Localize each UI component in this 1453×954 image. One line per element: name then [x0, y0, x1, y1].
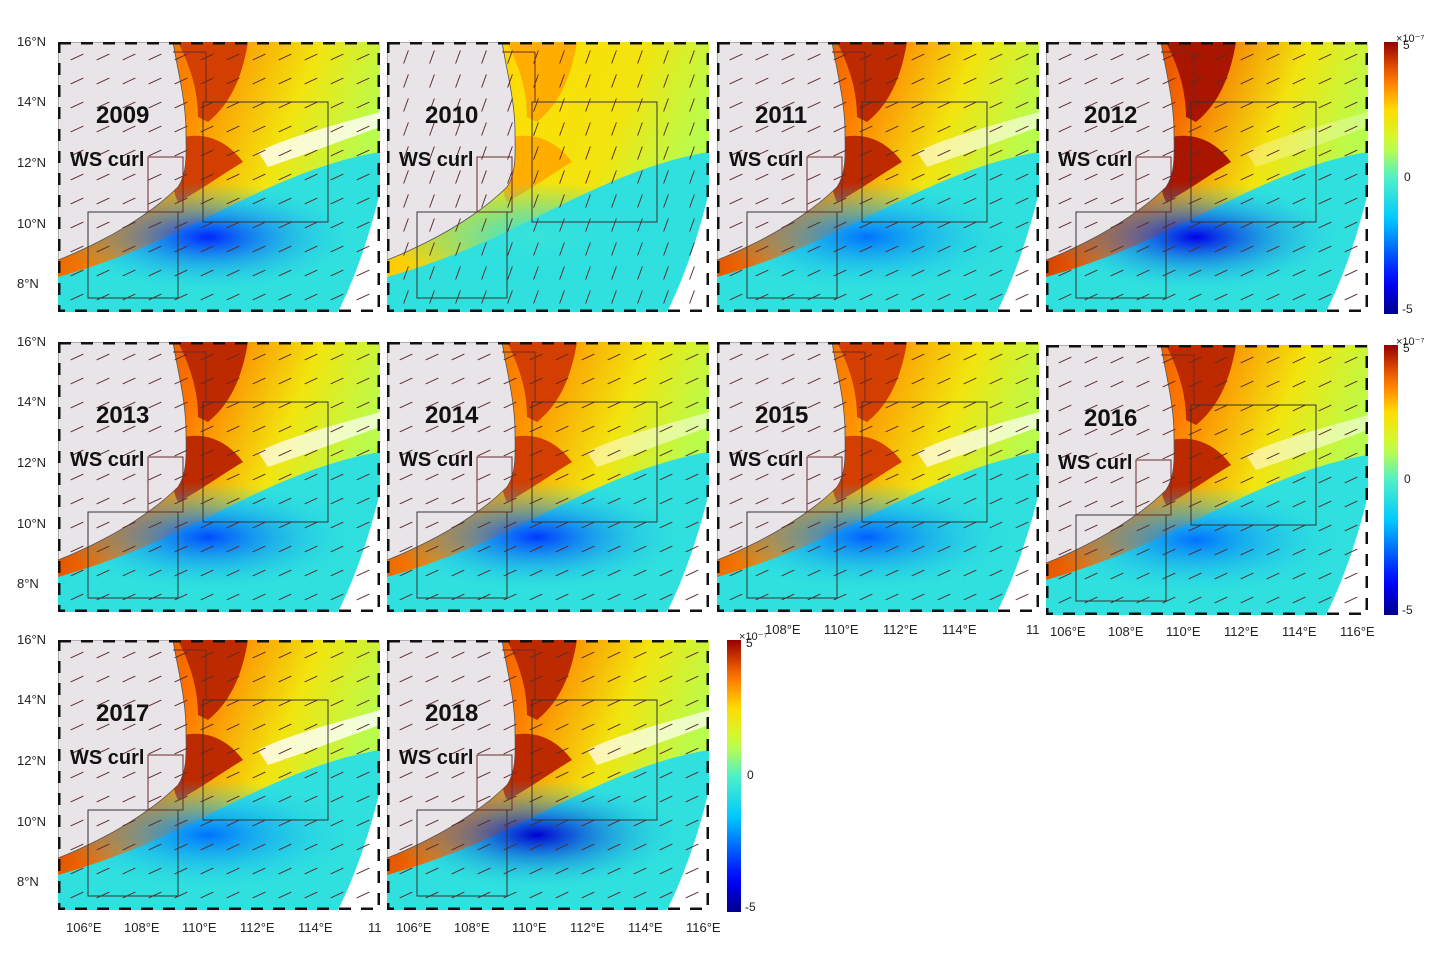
curl-map-2014 [387, 342, 709, 612]
colorbar-exponent: ×10⁻⁷ [739, 631, 768, 643]
lat-label: 8°N [17, 874, 39, 889]
year-label: 2015 [755, 402, 809, 429]
colorbar-max-tick: 5 [1403, 341, 1410, 355]
ws-curl-label: WS curl [399, 149, 474, 171]
year-label: 2011 [755, 102, 808, 129]
lon-label: 112°E [240, 920, 275, 935]
lon-label: 114°E [942, 622, 977, 637]
lat-label: 14°N [17, 94, 47, 109]
lon-label: 106°E [1050, 624, 1086, 639]
map-panel-2012: 2012 WS curl [1046, 42, 1368, 312]
map-panel-2016: 2016 WS curl [1046, 345, 1368, 615]
curl-map-2016 [1046, 345, 1368, 615]
lon-label: 110°E [824, 622, 859, 637]
lon-label: 110°E [182, 920, 217, 935]
lat-label: 14°N [17, 394, 47, 409]
ws-curl-label: WS curl [729, 449, 804, 471]
lon-label: 108°E [454, 920, 490, 935]
lon-label: 108°E [124, 920, 160, 935]
colorbar [1384, 42, 1398, 314]
ws-curl-label: WS curl [70, 747, 145, 769]
lon-label: 106°E [66, 920, 102, 935]
lon-label: 116°E [686, 920, 721, 935]
colorbar-mid-tick: 0 [747, 768, 754, 782]
colorbar-min-tick: -5 [745, 900, 756, 914]
ws-curl-label: WS curl [1058, 149, 1133, 171]
colorbar [1384, 345, 1398, 615]
lat-label: 16°N [17, 34, 47, 49]
curl-map-2010 [387, 42, 709, 312]
ws-curl-label: WS curl [399, 449, 474, 471]
lat-label: 10°N [17, 216, 47, 231]
map-panel-2015: 2015 WS curl [717, 342, 1039, 612]
curl-map-2013 [58, 342, 380, 612]
ws-curl-label: WS curl [729, 149, 804, 171]
ws-curl-label: WS curl [70, 149, 145, 171]
lon-label: 106°E [396, 920, 432, 935]
colorbar-min-tick: -5 [1402, 302, 1413, 316]
lon-label: 112°E [570, 920, 605, 935]
year-label: 2016 [1084, 405, 1138, 432]
map-panel-2013: 2013 WS curl [58, 342, 380, 612]
lat-label: 10°N [17, 814, 47, 829]
curl-map-2009 [58, 42, 380, 312]
map-panel-2009: 2009 WS curl [58, 42, 380, 312]
lat-label: 16°N [17, 632, 47, 647]
map-panel-2010: 2010 WS curl [387, 42, 709, 312]
colorbar-mid-tick: 0 [1404, 472, 1411, 486]
ws-curl-label: WS curl [70, 449, 145, 471]
lat-label: 12°N [17, 455, 47, 470]
curl-map-2012 [1046, 42, 1368, 312]
colorbar-exponent: ×10⁻⁷ [1396, 336, 1425, 348]
colorbar [727, 640, 741, 912]
ws-curl-label: WS curl [399, 747, 474, 769]
curl-map-2017 [58, 640, 380, 910]
curl-map-2011 [717, 42, 1039, 312]
lon-label: 108°E [1108, 624, 1144, 639]
year-label: 2018 [425, 700, 479, 727]
lon-label: 116°E [1340, 624, 1375, 639]
year-label: 2012 [1084, 102, 1138, 129]
lat-label: 10°N [17, 516, 47, 531]
lat-label: 8°N [17, 576, 39, 591]
map-panel-2014: 2014 WS curl [387, 342, 709, 612]
colorbar-mid-tick: 0 [1404, 170, 1411, 184]
lat-label: 16°N [17, 334, 47, 349]
colorbar-exponent: ×10⁻⁷ [1396, 33, 1425, 45]
lat-label: 12°N [17, 753, 47, 768]
lon-label: 114°E [298, 920, 333, 935]
lon-label: 11 [1026, 622, 1040, 637]
lat-label: 14°N [17, 692, 47, 707]
colorbar-max-tick: 5 [746, 636, 753, 650]
lon-label: 112°E [883, 622, 918, 637]
lon-label: 110°E [512, 920, 547, 935]
year-label: 2013 [96, 402, 150, 429]
lon-label: 114°E [628, 920, 663, 935]
lon-label: 11 [368, 920, 382, 935]
lon-label: 112°E [1224, 624, 1259, 639]
map-panel-2017: 2017 WS curl [58, 640, 380, 910]
lon-label: 108°E [765, 622, 801, 637]
year-label: 2009 [96, 102, 150, 129]
year-label: 2014 [425, 402, 479, 429]
colorbar-max-tick: 5 [1403, 38, 1410, 52]
ws-curl-label: WS curl [1058, 452, 1133, 474]
lat-label: 8°N [17, 276, 39, 291]
curl-map-2015 [717, 342, 1039, 612]
lon-label: 110°E [1166, 624, 1201, 639]
map-panel-2018: 2018 WS curl [387, 640, 709, 910]
colorbar-min-tick: -5 [1402, 603, 1413, 617]
year-label: 2017 [96, 700, 150, 727]
map-panel-2011: 2011 WS curl [717, 42, 1039, 312]
year-label: 2010 [425, 102, 479, 129]
curl-map-2018 [387, 640, 709, 910]
lon-label: 114°E [1282, 624, 1317, 639]
lat-label: 12°N [17, 155, 47, 170]
